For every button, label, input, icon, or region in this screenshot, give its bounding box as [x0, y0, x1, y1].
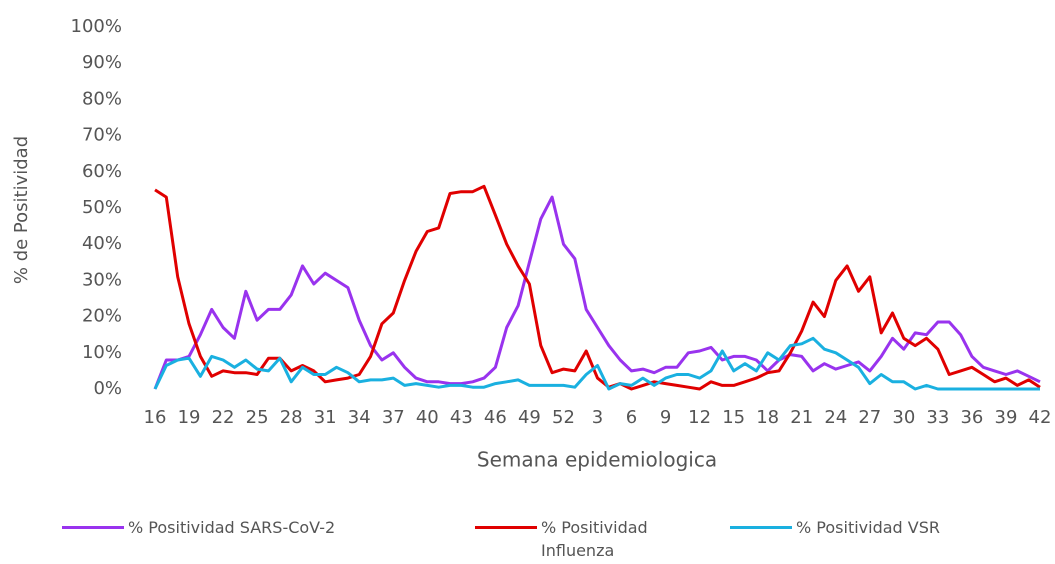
x-tick-label: 19 — [178, 407, 201, 428]
x-tick-label: 49 — [518, 407, 541, 428]
y-axis-title: % de Positividad — [11, 136, 32, 284]
x-tick-label: 43 — [450, 407, 473, 428]
x-tick-label: 36 — [960, 407, 983, 428]
x-tick-label: 12 — [688, 407, 711, 428]
x-tick-label: 31 — [314, 407, 337, 428]
chart: % de Positividad Semana epidemiologica 0… — [11, 16, 1052, 472]
x-tick-label: 9 — [660, 407, 671, 428]
x-tick-label: 37 — [382, 407, 405, 428]
x-axis-title: Semana epidemiologica — [477, 448, 717, 472]
x-tick-label: 34 — [348, 407, 371, 428]
x-tick-label: 24 — [824, 407, 847, 428]
y-tick-label: 0% — [93, 378, 122, 399]
x-tick-label: 21 — [790, 407, 813, 428]
x-tick-label: 39 — [995, 407, 1018, 428]
x-tick-label: 22 — [212, 407, 235, 428]
series-line — [153, 195, 1041, 390]
x-tick-label: 16 — [144, 407, 167, 428]
y-tick-label: 70% — [82, 125, 122, 146]
y-tick-label: 40% — [82, 233, 122, 254]
y-tick-label: 50% — [82, 197, 122, 218]
x-tick-label: 33 — [926, 407, 949, 428]
legend-label: % Positividad SARS-CoV-2 — [128, 518, 336, 537]
series-line — [153, 336, 1040, 391]
x-tick-label: 6 — [626, 407, 637, 428]
x-tick-label: 18 — [756, 407, 779, 428]
x-tick-label: 46 — [484, 407, 507, 428]
y-tick-label: 60% — [82, 161, 122, 182]
y-tick-label: 90% — [82, 52, 122, 73]
legend-label: % Positividad Influenza — [541, 518, 648, 560]
y-tick-label: 100% — [71, 16, 122, 37]
x-tick-label: 25 — [246, 407, 269, 428]
x-tick-label: 27 — [858, 407, 881, 428]
y-tick-label: 30% — [82, 269, 122, 290]
x-tick-label: 3 — [592, 407, 603, 428]
y-tick-label: 80% — [82, 88, 122, 109]
x-tick-label: 42 — [1029, 407, 1052, 428]
x-tick-label: 30 — [892, 407, 915, 428]
legend-swatch — [475, 526, 537, 529]
legend-swatch — [730, 526, 792, 529]
x-tick-label: 28 — [280, 407, 303, 428]
legend-item: % Positividad SARS-CoV-2 — [62, 516, 335, 539]
legend-item: % Positividad Influenza — [475, 516, 691, 562]
legend-item: % Positividad VSR — [730, 516, 940, 539]
y-tick-label: 10% — [82, 342, 122, 363]
y-tick-label: 20% — [82, 306, 122, 327]
x-tick-label: 15 — [722, 407, 745, 428]
legend-label: % Positividad VSR — [796, 518, 940, 537]
x-tick-label: 40 — [416, 407, 439, 428]
series-line — [154, 184, 1041, 391]
legend-swatch — [62, 526, 124, 529]
x-tick-label: 52 — [552, 407, 575, 428]
